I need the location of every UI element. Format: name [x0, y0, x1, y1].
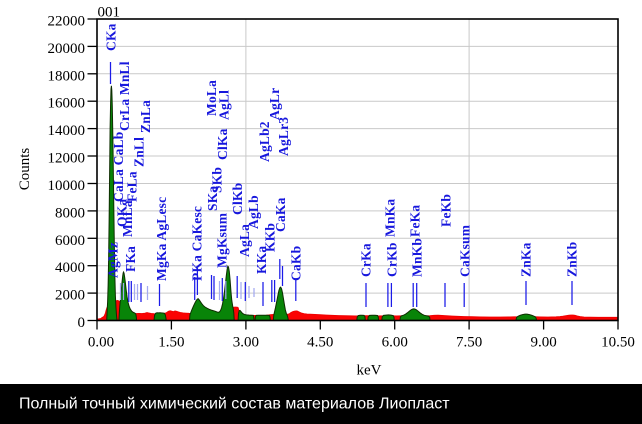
- svg-text:12000: 12000: [48, 151, 86, 167]
- svg-text:8000: 8000: [55, 205, 85, 221]
- svg-text:AgLr: AgLr: [267, 88, 282, 120]
- svg-text:18000: 18000: [48, 68, 86, 84]
- svg-text:7.50: 7.50: [456, 335, 482, 351]
- svg-text:FKa: FKa: [123, 246, 138, 272]
- svg-text:ZnKa: ZnKa: [518, 242, 533, 277]
- svg-text:4.50: 4.50: [307, 335, 333, 351]
- svg-text:CaLa CaLb: CaLa CaLb: [111, 132, 126, 202]
- svg-text:MoLa: MoLa: [204, 80, 219, 116]
- svg-text:Полный точный химический соста: Полный точный химический состав материал…: [19, 396, 450, 413]
- svg-text:CaKb: CaKb: [288, 246, 303, 281]
- svg-text:6000: 6000: [55, 233, 85, 249]
- svg-text:ClKa: ClKa: [215, 128, 230, 160]
- svg-text:6.00: 6.00: [382, 335, 408, 351]
- svg-text:CrKb: CrKb: [384, 242, 399, 277]
- svg-text:FeLa: FeLa: [124, 171, 139, 202]
- svg-text:CaKsum: CaKsum: [457, 224, 472, 277]
- svg-text:KKa: KKa: [254, 246, 269, 274]
- svg-text:CKa: CKa: [103, 23, 118, 51]
- svg-text:CrKa: CrKa: [358, 243, 373, 277]
- svg-text:2000: 2000: [55, 288, 85, 304]
- svg-text:9.00: 9.00: [530, 335, 556, 351]
- svg-text:keV: keV: [357, 363, 382, 379]
- svg-text:ZnKb: ZnKb: [564, 242, 579, 277]
- svg-text:MnLa: MnLa: [120, 200, 135, 237]
- svg-text:MgKa AgLesc: MgKa AgLesc: [154, 197, 169, 281]
- svg-text:SKb: SKb: [209, 167, 224, 193]
- svg-text:0.00: 0.00: [88, 335, 114, 351]
- svg-text:16000: 16000: [48, 96, 86, 112]
- svg-text:4000: 4000: [55, 260, 85, 276]
- svg-text:AgMz: AgMz: [105, 242, 120, 278]
- svg-text:CaKa: CaKa: [273, 197, 288, 232]
- svg-text:20000: 20000: [48, 41, 86, 57]
- svg-text:AgLa: AgLa: [237, 224, 252, 257]
- svg-text:001: 001: [98, 5, 121, 21]
- svg-text:OKa: OKa: [114, 199, 129, 227]
- svg-text:ClKb: ClKb: [230, 183, 245, 215]
- svg-text:Counts: Counts: [17, 148, 33, 191]
- svg-text:KKb: KKb: [262, 223, 277, 252]
- svg-text:AgLl: AgLl: [216, 90, 231, 120]
- svg-text:14000: 14000: [48, 123, 86, 139]
- svg-text:FeKa: FeKa: [407, 205, 422, 237]
- svg-text:AgLb2: AgLb2: [257, 121, 272, 162]
- svg-text:1.50: 1.50: [158, 335, 184, 351]
- svg-text:SKa: SKa: [205, 186, 220, 211]
- svg-text:0: 0: [78, 315, 86, 331]
- svg-text:AgLr3: AgLr3: [276, 117, 291, 156]
- svg-text:FeKb: FeKb: [438, 194, 453, 227]
- svg-text:PKa CaKesc: PKa CaKesc: [189, 206, 204, 281]
- svg-text:AgLb: AgLb: [246, 195, 261, 229]
- svg-text:ZnLa: ZnLa: [138, 100, 153, 133]
- svg-text:MnKb: MnKb: [409, 238, 424, 277]
- svg-text:CrLa MnLl: CrLa MnLl: [117, 61, 132, 131]
- svg-text:3.00: 3.00: [233, 335, 259, 351]
- svg-text:10.50: 10.50: [601, 335, 635, 351]
- svg-text:22000: 22000: [48, 14, 86, 30]
- svg-text:MnKa: MnKa: [382, 199, 397, 237]
- svg-text:10000: 10000: [48, 178, 86, 194]
- svg-text:ZnLl: ZnLl: [131, 137, 146, 167]
- svg-text:MgKsum: MgKsum: [214, 212, 229, 268]
